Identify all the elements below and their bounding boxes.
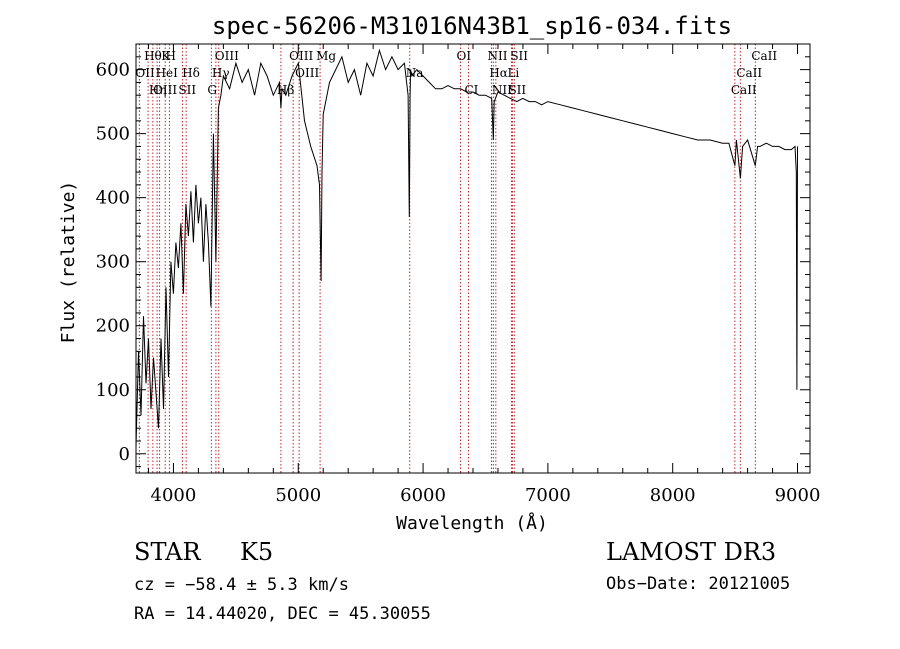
- line-marker-label-0: Hθ: [144, 49, 162, 63]
- line-marker-label-24: SII: [510, 49, 528, 63]
- plot-frame: [135, 43, 811, 474]
- line-marker-label-27: CaII: [751, 49, 777, 63]
- x-tick-label-2: 6000: [400, 485, 446, 506]
- line-marker-label-12: OIII: [289, 49, 313, 63]
- line-marker-label-15: Mg: [316, 49, 336, 63]
- y-tick-label-4: 400: [96, 188, 130, 209]
- spectrum-series-line: [135, 48, 798, 448]
- y-tick-label-3: 300: [96, 252, 130, 273]
- x-axis-label: Wavelength (Å): [396, 512, 548, 534]
- line-marker-label-1: OII: [135, 66, 155, 80]
- line-marker-label-6: H: [165, 49, 175, 63]
- line-marker-label-4: HeI: [156, 66, 179, 80]
- plot-area: HθOIIOIIIKHeIHηHHδSIIOIIIHγGOIIIOIIIHβMg…: [96, 43, 821, 506]
- y-axis-label: Flux (relative): [58, 181, 79, 344]
- y-tick-label-2: 200: [96, 316, 130, 337]
- object-subclass: K5: [240, 538, 273, 566]
- y-tick-label-6: 600: [96, 60, 130, 81]
- survey-name: LAMOST DR3: [606, 538, 776, 566]
- line-marker-label-2: OIII: [153, 83, 177, 97]
- x-tick-label-5: 9000: [775, 485, 821, 506]
- line-marker-label-26: CaII: [731, 83, 757, 97]
- line-marker-label-11: G: [207, 83, 217, 97]
- y-tick-label-5: 500: [96, 124, 130, 145]
- coordinates-line: RA = 14.44020, DEC = 45.30055: [134, 604, 431, 624]
- line-marker-label-10: Hγ: [212, 66, 230, 80]
- redshift-line: cz = −58.4 ± 5.3 km/s: [134, 575, 349, 595]
- line-marker-label-17: CI: [465, 83, 479, 97]
- line-marker-label-25: CaII: [736, 66, 762, 80]
- line-marker-label-22: Li: [507, 66, 519, 80]
- x-tick-label-3: 7000: [525, 485, 571, 506]
- line-marker-label-8: SII: [178, 83, 196, 97]
- y-tick-label-0: 0: [119, 444, 130, 465]
- y-tick-label-1: 100: [96, 380, 130, 401]
- line-marker-label-9: OIII: [215, 49, 239, 63]
- line-marker-label-21: NII: [487, 49, 507, 63]
- line-marker-label-7: Hδ: [182, 66, 200, 80]
- line-marker-label-3: K: [161, 49, 171, 63]
- line-marker-label-23: NII: [492, 83, 512, 97]
- line-marker-label-18: OI: [457, 49, 472, 63]
- x-tick-label-0: 4000: [151, 485, 197, 506]
- line-marker-label-13: OIII: [295, 66, 319, 80]
- object-class: STAR: [134, 538, 201, 566]
- chart-title: spec-56206-M31016N43B1_sp16-034.fits: [212, 12, 732, 40]
- line-marker-label-19: Hα: [489, 66, 508, 80]
- x-tick-label-1: 5000: [275, 485, 321, 506]
- observation-date: Obs−Date: 20121005: [606, 574, 790, 594]
- line-marker-label-5: Hη: [149, 83, 167, 97]
- line-marker-label-20: SII: [508, 83, 526, 97]
- x-tick-label-4: 8000: [650, 485, 696, 506]
